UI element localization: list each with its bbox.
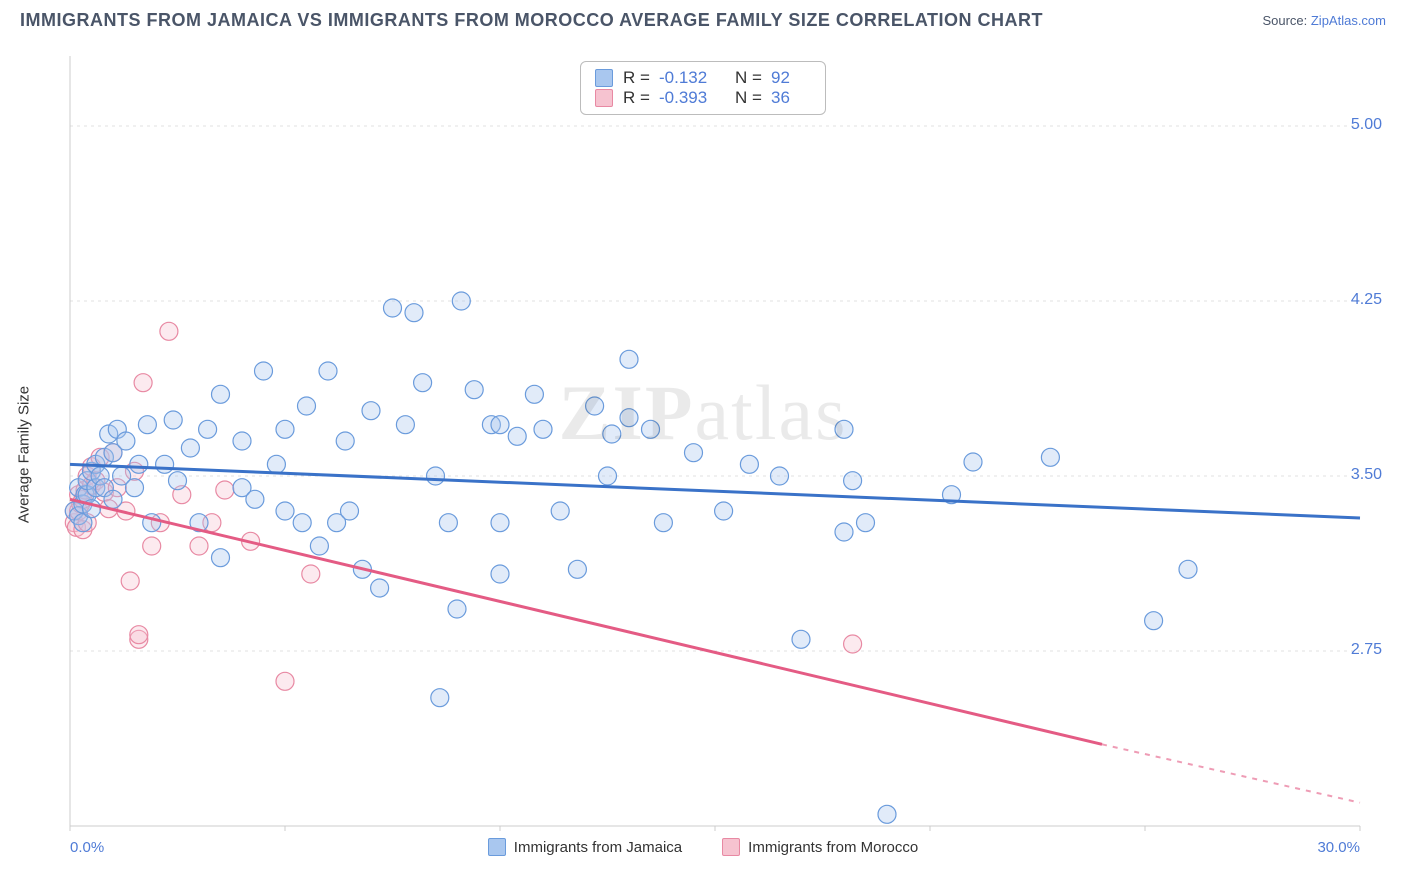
y-axis-tick: 2.75 [1351, 641, 1382, 659]
correlation-legend: R =-0.132 N =92 R =-0.393 N =36 [580, 61, 826, 115]
legend-swatch-icon [488, 838, 506, 856]
y-axis-label: Average Family Size [16, 386, 33, 523]
legend-swatch-icon [722, 838, 740, 856]
source-label: Source: ZipAtlas.com [1262, 13, 1386, 28]
scatter-chart [20, 31, 1386, 831]
y-axis-tick: 3.50 [1351, 466, 1382, 484]
legend-row-morocco: R =-0.393 N =36 [595, 88, 811, 108]
source-link[interactable]: ZipAtlas.com [1311, 13, 1386, 28]
x-axis-min: 0.0% [70, 839, 104, 856]
y-axis-tick: 4.25 [1351, 291, 1382, 309]
chart-title: IMMIGRANTS FROM JAMAICA VS IMMIGRANTS FR… [20, 10, 1043, 31]
legend-row-jamaica: R =-0.132 N =92 [595, 68, 811, 88]
bottom-legend-jamaica: Immigrants from Jamaica [488, 838, 682, 856]
chart-container: Average Family Size ZIPatlas R =-0.132 N… [20, 31, 1386, 861]
y-axis-tick: 5.00 [1351, 116, 1382, 134]
bottom-legend-morocco: Immigrants from Morocco [722, 838, 918, 856]
legend-swatch-morocco [595, 89, 613, 107]
x-axis-max: 30.0% [1317, 839, 1360, 856]
legend-swatch-jamaica [595, 69, 613, 87]
